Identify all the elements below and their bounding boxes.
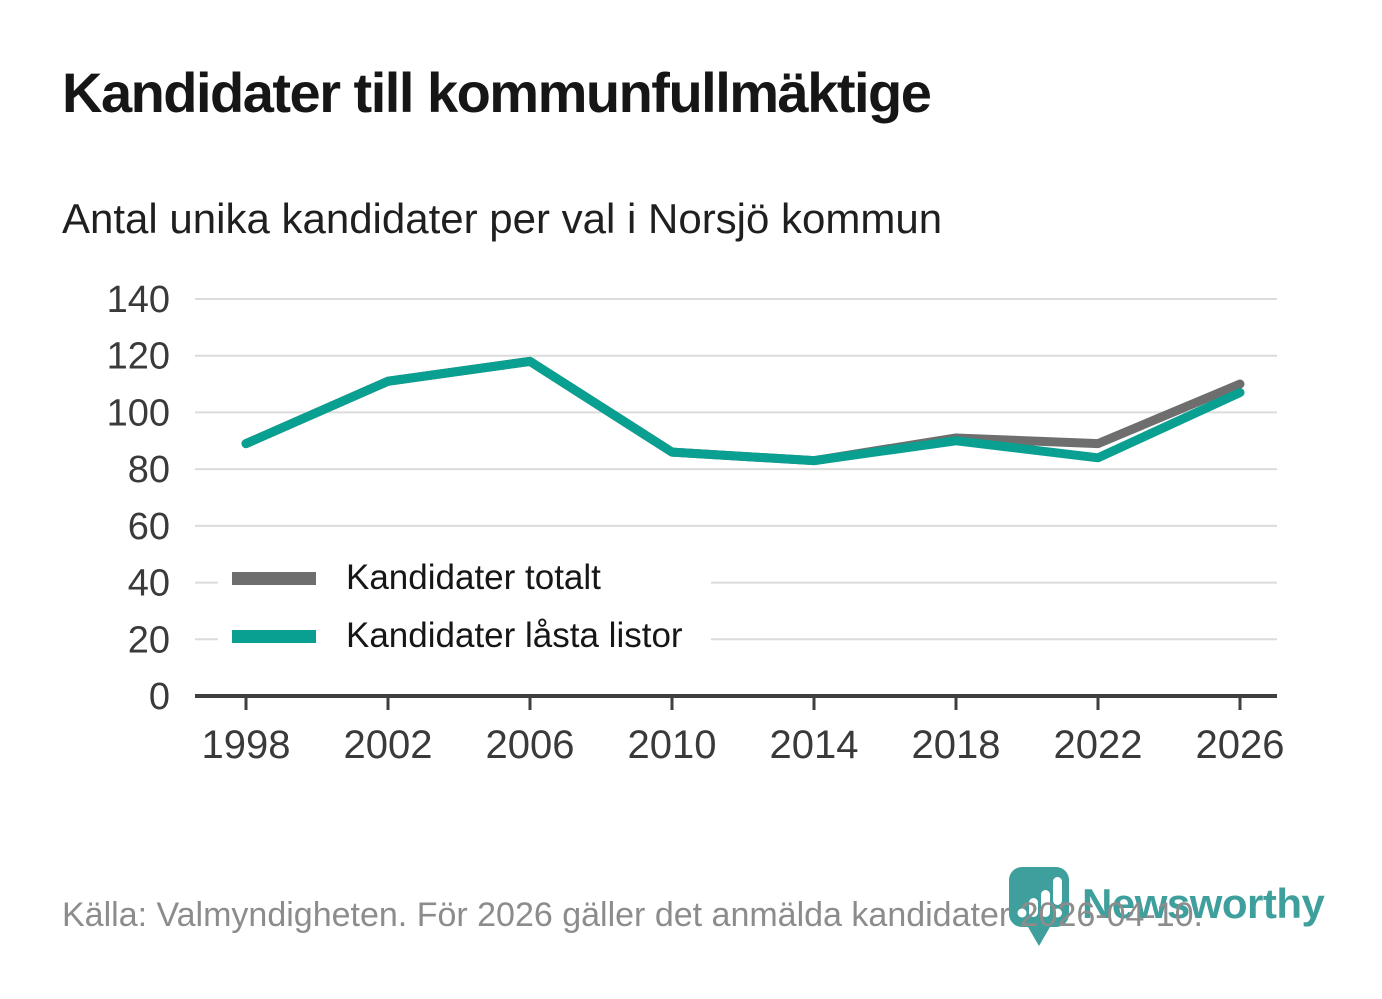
- newsworthy-logo: Newsworthy: [1008, 866, 1325, 948]
- x-tick-label: 2022: [1054, 723, 1143, 767]
- chart-subtitle: Antal unika kandidater per val i Norsjö …: [62, 195, 943, 242]
- legend-swatch-lasta-listor-icon: [232, 629, 316, 643]
- legend-label-lasta-listor: Kandidater låsta listor: [346, 616, 683, 655]
- legend-label-totalt: Kandidater totalt: [346, 558, 601, 597]
- x-tick-label: 2014: [770, 723, 859, 767]
- x-tick-label: 2010: [628, 723, 717, 767]
- source-note: Källa: Valmyndigheten. För 2026 gäller d…: [62, 896, 1203, 934]
- y-tick-label: 140: [107, 279, 170, 321]
- y-tick-label: 80: [128, 449, 170, 491]
- x-tick-label: 2002: [344, 723, 433, 767]
- y-tick-label: 100: [107, 392, 170, 434]
- x-tick-label: 2026: [1196, 723, 1285, 767]
- legend-swatch-totalt-icon: [232, 571, 316, 585]
- x-tick-label: 1998: [202, 723, 291, 767]
- y-tick-label: 40: [128, 563, 170, 605]
- y-tick-label: 20: [128, 619, 170, 661]
- y-tick-label: 120: [107, 336, 170, 378]
- x-tick-label: 2018: [912, 723, 1001, 767]
- legend-item-kandidater-totalt: Kandidater totalt: [232, 556, 683, 600]
- newsworthy-wordmark: Newsworthy: [1082, 880, 1325, 927]
- page-title: Kandidater till kommunfullmäktige: [62, 61, 932, 124]
- y-tick-label: 60: [128, 506, 170, 548]
- y-tick-label: 0: [149, 676, 170, 718]
- newsworthy-pin-barchart-icon: [1009, 867, 1069, 946]
- legend-item-kandidater-lasta-listor: Kandidater låsta listor: [232, 614, 683, 658]
- chart-legend: Kandidater totalt Kandidater låsta listo…: [218, 548, 711, 668]
- x-tick-label: 2006: [486, 723, 575, 767]
- series-line-kandidater-lasta-listor: [241, 356, 1245, 466]
